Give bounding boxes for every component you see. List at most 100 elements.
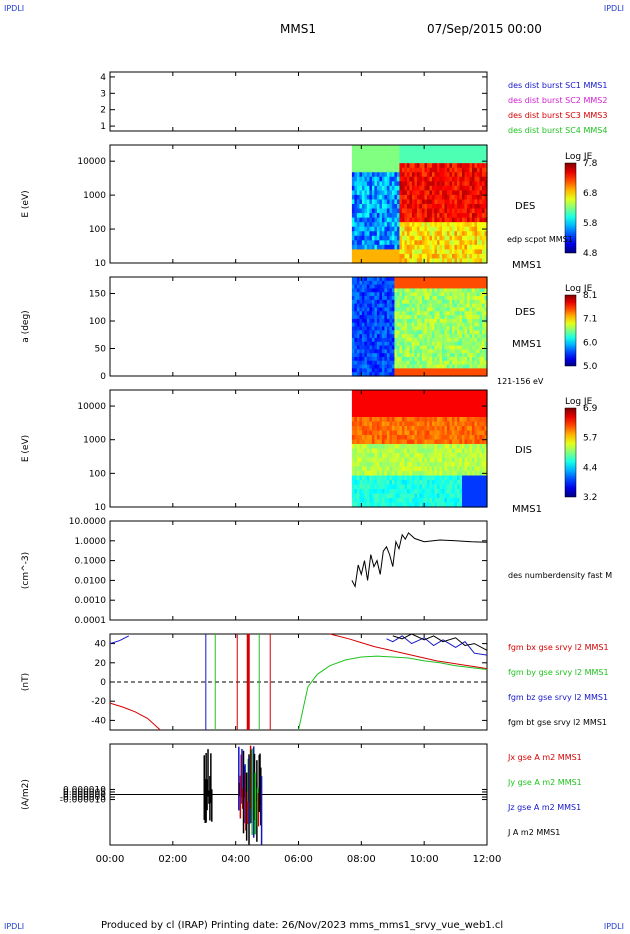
- heatmap-cell: [399, 253, 403, 260]
- heatmap-cell: [469, 299, 473, 305]
- heatmap-cell: [426, 435, 431, 441]
- heatmap-cell: [454, 349, 458, 354]
- heatmap-cell: [389, 185, 393, 191]
- heatmap-cell: [436, 292, 441, 297]
- heatmap-cell: [481, 249, 486, 255]
- heatmap-cell: [466, 231, 471, 237]
- heatmap-cell: [441, 390, 446, 396]
- heatmap-cell: [384, 430, 388, 436]
- heatmap-cell: [361, 288, 366, 293]
- heatmap-cell: [354, 253, 358, 260]
- heatmap-cell: [386, 176, 391, 182]
- heatmap-cell: [464, 349, 468, 354]
- heatmap-cell: [484, 208, 488, 214]
- heatmap-cell: [479, 280, 483, 286]
- heatmap-cell: [384, 471, 388, 477]
- side-label: DES: [515, 307, 535, 318]
- heatmap-cell: [454, 399, 458, 405]
- heatmap-cell: [474, 448, 478, 454]
- heatmap-cell: [409, 222, 413, 228]
- heatmap-cell: [466, 181, 471, 187]
- heatmap-cell: [471, 176, 476, 182]
- heatmap-cell: [474, 439, 478, 445]
- heatmap-cell: [394, 341, 398, 347]
- heatmap-cell: [401, 322, 406, 328]
- heatmap-cell: [404, 502, 408, 508]
- heatmap-cell: [479, 292, 483, 297]
- heatmap-cell: [429, 296, 433, 301]
- heatmap-cell: [356, 421, 361, 427]
- heatmap-cell: [481, 475, 486, 481]
- heatmap-cell: [466, 280, 471, 286]
- heatmap-cell: [474, 145, 478, 151]
- heatmap-cell: [474, 484, 478, 490]
- heatmap-cell: [434, 403, 438, 409]
- heatmap-cell: [469, 292, 473, 297]
- heatmap-cell: [469, 167, 473, 173]
- heatmap-cell: [449, 185, 453, 191]
- heatmap-cell: [406, 163, 411, 169]
- heatmap-cell: [386, 341, 391, 347]
- heatmap-cell: [369, 498, 373, 504]
- heatmap-cell: [421, 292, 426, 297]
- heatmap-cell: [389, 435, 393, 441]
- heatmap-cell: [421, 194, 426, 201]
- heatmap-cell: [381, 176, 386, 182]
- heatmap-cell: [476, 258, 481, 264]
- heatmap-cell: [381, 284, 386, 290]
- heatmap-cell: [374, 318, 378, 324]
- heatmap-cell: [354, 412, 358, 418]
- heatmap-cell: [419, 330, 423, 335]
- heatmap-cell: [366, 466, 371, 472]
- heatmap-cell: [394, 462, 398, 468]
- heatmap-cell: [396, 368, 401, 373]
- heatmap-cell: [389, 502, 393, 508]
- heatmap-cell: [451, 353, 456, 358]
- heatmap-cell: [391, 439, 396, 445]
- legend-entry: Jy gse A m2 MMS1: [507, 778, 582, 787]
- heatmap-cell: [484, 217, 488, 223]
- heatmap-cell: [446, 444, 451, 450]
- heatmap-cell: [484, 311, 488, 316]
- heatmap-cell: [471, 235, 476, 241]
- heatmap-cell: [421, 249, 426, 255]
- heatmap-cell: [384, 394, 388, 400]
- heatmap-cell: [416, 307, 421, 312]
- heatmap-cell: [434, 412, 438, 418]
- heatmap-cell: [366, 226, 371, 232]
- heatmap-cell: [429, 360, 433, 366]
- heatmap-cell: [374, 394, 378, 400]
- heatmap-cell: [409, 280, 413, 286]
- heatmap-cell: [411, 194, 416, 201]
- heatmap-cell: [364, 360, 368, 366]
- heatmap-cell: [371, 199, 376, 205]
- heatmap-cell: [391, 489, 396, 495]
- heatmap-cell: [434, 399, 438, 405]
- heatmap-cell: [394, 244, 398, 250]
- heatmap-cell: [484, 349, 488, 354]
- heatmap-cell: [431, 172, 436, 178]
- heatmap-cell: [446, 208, 451, 214]
- heatmap-cell: [406, 145, 411, 151]
- heatmap-cell: [381, 412, 386, 418]
- heatmap-cell: [436, 199, 441, 205]
- heatmap-cell: [466, 426, 471, 432]
- heatmap-cell: [464, 208, 468, 214]
- heatmap-cell: [456, 345, 461, 350]
- heatmap-cell: [376, 466, 381, 472]
- heatmap-cell: [451, 249, 456, 255]
- heatmap-cell: [384, 326, 388, 331]
- heatmap-cell: [439, 226, 443, 232]
- heatmap-cell: [394, 466, 398, 472]
- heatmap-cell: [356, 249, 361, 255]
- heatmap-cell: [444, 421, 448, 427]
- heatmap-cell: [391, 471, 396, 477]
- heatmap-cell: [351, 280, 356, 286]
- heatmap-cell: [401, 337, 406, 343]
- heatmap-cell: [391, 341, 396, 347]
- heatmap-cell: [444, 249, 448, 255]
- heatmap-cell: [416, 345, 421, 350]
- heatmap-cell: [441, 435, 446, 441]
- heatmap-cell: [366, 307, 371, 312]
- heatmap-cell: [374, 158, 378, 164]
